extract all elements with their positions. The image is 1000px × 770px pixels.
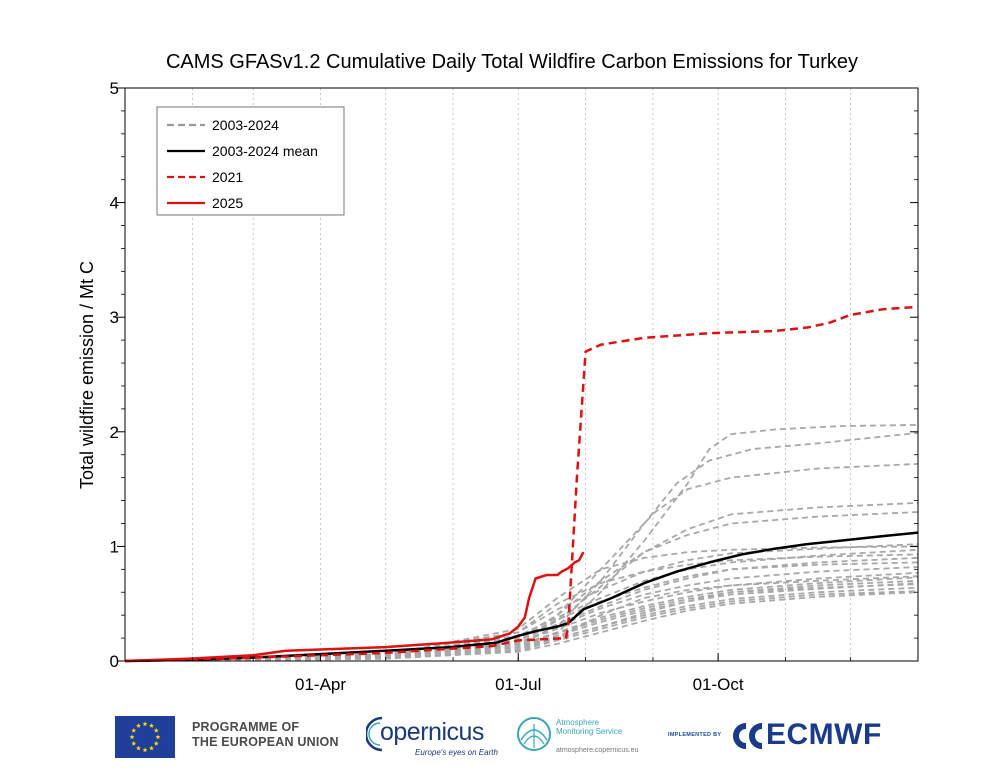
series-line-historical-4 [124, 432, 919, 662]
eu-star-icon [136, 745, 141, 751]
series-line-historical-17 [124, 553, 919, 662]
series-line-historical-9 [124, 548, 919, 662]
series-line-historical-10 [124, 557, 919, 662]
series-line-historical-20 [124, 575, 919, 662]
series-line-historical-21 [124, 583, 919, 662]
cams-name: Atmosphere Monitoring Service [556, 718, 622, 736]
eu-line-1: PROGRAMME OF [192, 720, 300, 734]
y-tick-label: 2 [110, 423, 119, 442]
series-line-2021 [124, 305, 919, 663]
x-tick-label: 01-Apr [295, 675, 346, 694]
eu-flag-icon [115, 716, 175, 758]
plot-frame [124, 87, 919, 662]
x-tick-label: 01-Oct [693, 675, 744, 694]
eu-star-icon [149, 723, 154, 728]
series-line-historical-11 [124, 571, 919, 662]
legend-label: 2003-2024 [212, 117, 279, 133]
series-lines [124, 305, 919, 663]
eu-star-icon [155, 734, 161, 740]
eu-star-icon [131, 740, 137, 746]
series-line-historical-12 [124, 576, 919, 662]
eu-programme-text: PROGRAMME OF THE EUROPEAN UNION [192, 720, 339, 750]
chart-title: CAMS GFASv1.2 Cumulative Daily Total Wil… [166, 51, 858, 73]
legend-label: 2021 [212, 169, 243, 185]
series-line-historical-23 [124, 561, 919, 662]
y-tick-label: 5 [110, 79, 119, 98]
legend-label: 2003-2024 mean [212, 143, 318, 159]
eu-star-icon [136, 723, 141, 728]
legend-box [156, 106, 345, 216]
y-tick-label: 0 [110, 652, 119, 671]
cams-line-2: Monitoring Service [556, 727, 623, 736]
y-tick-label: 4 [110, 194, 119, 213]
y-tick-label: 3 [110, 308, 119, 327]
series-line-historical-13 [124, 582, 919, 662]
series-line-historical-6 [124, 502, 919, 662]
y-axis-title: Total wildfire emission / Mt C [77, 261, 97, 489]
series-line-historical-5 [124, 463, 919, 662]
eu-star-icon [153, 727, 159, 733]
series-line-historical-19 [124, 591, 919, 662]
series-line-historical-22 [124, 566, 919, 662]
eu-line-2: THE EUROPEAN UNION [192, 735, 339, 749]
eu-star-icon [142, 747, 148, 753]
series-line-2025 [124, 551, 585, 663]
eu-star-icon [142, 721, 148, 727]
eu-star-icon [153, 740, 159, 746]
series-line-historical-18 [124, 579, 919, 662]
x-tick-label: 01-Jul [495, 675, 541, 694]
eu-star-icon [149, 745, 154, 751]
series-line-historical-16 [124, 545, 919, 662]
eu-star-icon [131, 727, 137, 733]
cams-url: atmosphere.copernicus.eu [556, 747, 639, 754]
cams-logo-icon [517, 717, 551, 751]
eu-star-icon [129, 734, 135, 740]
series-line-2003-2024-mean [124, 531, 919, 663]
ecmwf-logo-icon [733, 723, 763, 749]
series-line-historical-8 [124, 543, 919, 662]
y-tick-label: 1 [110, 537, 119, 556]
legend-label: 2025 [212, 195, 243, 211]
legend: 2003-2024 2003-2024 mean 2021 2025 [156, 106, 345, 216]
cams-line-1: Atmosphere [556, 718, 600, 727]
axis-ticks: 0 1 2 3 4 5 01-Apr 01-Jul 01-Oct [110, 79, 918, 694]
implemented-by-label: IMPLEMENTED BY [668, 732, 722, 738]
ecmwf-wordmark: ECMWF [766, 718, 882, 751]
series-line-historical-7 [124, 511, 919, 662]
copernicus-tagline: Europe's eyes on Earth [415, 748, 498, 757]
series-line-historical-14 [124, 586, 919, 662]
copernicus-wordmark: opernicus [380, 718, 484, 746]
footer-logos: PROGRAMME OF THE EUROPEAN UNION opernicu… [0, 706, 1000, 766]
grid-lines [191, 88, 852, 661]
copernicus-logo-icon [366, 716, 383, 752]
